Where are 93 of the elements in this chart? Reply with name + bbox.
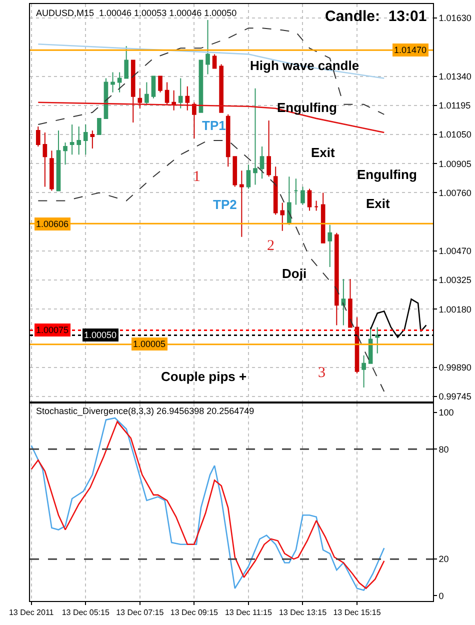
candlestick	[320, 192, 326, 244]
candlestick	[42, 132, 48, 188]
x-tick-label: 13 Dec 13:15	[278, 608, 328, 617]
candlestick	[192, 102, 196, 140]
candlestick	[375, 326, 380, 354]
candlestick	[97, 118, 102, 135]
annotation: 2	[267, 238, 274, 254]
candlestick	[63, 142, 68, 166]
ref-line-label: 1.01470	[394, 45, 427, 55]
candlestick	[226, 114, 230, 168]
candlestick	[232, 156, 238, 188]
candlestick	[300, 186, 305, 206]
ref-line-label: 1.00050	[84, 330, 117, 340]
x-tick-label: 13 Dec 07:15	[116, 608, 164, 617]
candlestick	[83, 124, 88, 156]
candlestick	[273, 166, 278, 216]
ref-line-label: 1.00005	[133, 339, 166, 349]
annotation: Doji	[282, 266, 307, 281]
x-tick-label: 13 Dec 2011	[8, 608, 54, 617]
x-tick-label: 13 Dec 05:15	[62, 608, 110, 617]
candlestick	[158, 76, 162, 93]
candlestick	[124, 46, 128, 79]
annotation: TP2	[213, 197, 237, 212]
line-series	[37, 44, 385, 79]
y-tick-label: 1.01630	[438, 13, 472, 24]
candlestick	[266, 120, 271, 178]
candlestick	[144, 82, 149, 105]
ref-line-label: 1.00606	[36, 219, 69, 229]
candlestick	[368, 326, 373, 364]
candlestick	[348, 278, 352, 328]
y-tick-label: 1.00180	[438, 304, 472, 314]
y-tick-label: 80	[438, 444, 449, 454]
candlestick	[246, 164, 251, 190]
annotation: Exit	[366, 196, 391, 211]
candlestick	[334, 232, 339, 326]
y-tick-label: 1.00325	[438, 275, 472, 286]
chart-title: Stochastic_Divergence(8,3,3) 26.9456398 20.2564749	[36, 406, 254, 416]
annotation: Candle: 13:01	[325, 8, 427, 25]
annotation: Exit	[311, 145, 336, 160]
y-tick-label: 1.01340	[438, 71, 472, 82]
annotation: TP1	[202, 118, 226, 133]
y-tick-label: 0.99890	[438, 362, 472, 373]
x-tick-label: 13 Dec 11:15	[224, 608, 273, 617]
candlestick	[198, 60, 204, 113]
annotation: 1	[193, 169, 200, 185]
candlestick	[253, 88, 258, 186]
candlestick	[294, 178, 298, 206]
candlestick	[130, 60, 136, 123]
annotation: Couple pips +	[161, 369, 247, 384]
candlestick	[362, 354, 366, 388]
candlestick	[164, 82, 170, 105]
candlestick	[50, 150, 54, 192]
candlestick	[341, 278, 346, 326]
y-tick-label: 0.99745	[438, 392, 472, 402]
y-tick-label: 1.01050	[438, 130, 472, 140]
y-tick-label: 1.00470	[438, 246, 472, 256]
text: AUDUSD,M15 1.00046 1.00053 1.00046 1.00050	[36, 8, 237, 18]
candlestick	[70, 124, 74, 156]
candlestick	[178, 78, 183, 109]
candlestick	[328, 224, 332, 268]
candlestick	[287, 176, 292, 226]
candlestick	[36, 126, 40, 148]
candlestick	[212, 54, 217, 69]
candlestick	[307, 188, 312, 212]
candlestick	[314, 200, 318, 212]
candlestick	[138, 88, 142, 109]
y-tick-label: 1.00905	[438, 158, 472, 169]
annotation: Engulfing	[277, 100, 337, 115]
candlestick	[151, 76, 156, 99]
candlestick	[280, 202, 285, 232]
x-tick-label: 13 Dec 09:15	[170, 608, 219, 617]
candlestick	[240, 170, 244, 238]
candlestick	[219, 64, 224, 113]
y-tick-label: 0	[438, 590, 444, 601]
annotation: High wave candle	[250, 58, 360, 73]
candlestick	[260, 146, 264, 180]
candlestick	[56, 130, 61, 192]
candlestick	[172, 90, 176, 111]
x-tick-label: 13 Dec 15:15	[333, 608, 382, 617]
line-series	[37, 102, 385, 134]
y-tick-label: 1.01195	[438, 100, 471, 111]
candlestick	[110, 72, 115, 93]
candlestick	[76, 126, 82, 156]
y-tick-label: 1.00760	[438, 188, 472, 198]
candlestick	[90, 130, 95, 150]
candlestick	[206, 20, 210, 75]
candlestick	[185, 86, 190, 111]
y-tick-label: 100	[438, 408, 454, 418]
annotation: Engulfing	[357, 167, 417, 182]
y-tick-label: 20	[438, 554, 449, 564]
annotation: 3	[318, 365, 326, 381]
candlestick	[117, 72, 122, 93]
ref-line-label: 1.00075	[36, 325, 69, 335]
